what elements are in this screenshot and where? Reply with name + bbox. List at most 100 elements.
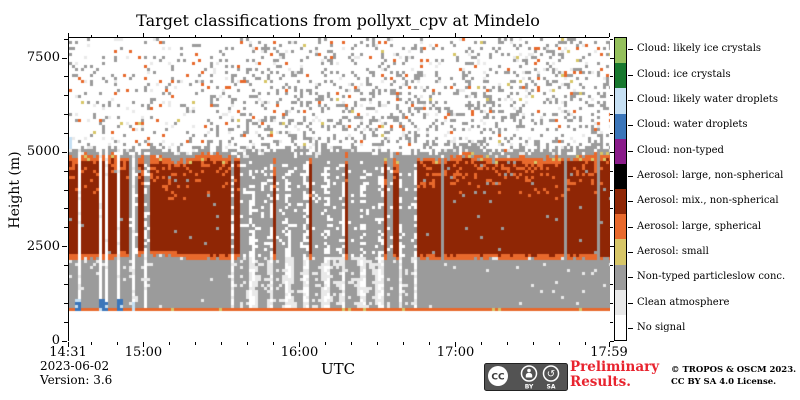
legend-tick	[628, 327, 633, 329]
tick-mark	[220, 34, 222, 37]
tick-mark	[608, 342, 610, 347]
tick-mark	[64, 189, 68, 191]
tick-mark	[610, 302, 613, 304]
tick-mark	[533, 342, 535, 345]
tick-mark	[64, 321, 68, 323]
legend-label: Aerosol: large, spherical	[637, 220, 762, 232]
tick-mark	[64, 283, 68, 285]
tick-mark	[351, 34, 352, 37]
version-text: Version: 3.6	[40, 373, 113, 387]
tick-mark	[272, 342, 274, 345]
colorbar-segment	[615, 289, 626, 315]
x-tick-label: 14:31	[49, 345, 87, 360]
cc-by-icon	[520, 365, 538, 382]
x-tick-label: 16:00	[280, 345, 319, 360]
tick-mark	[585, 342, 587, 345]
colorbar-segment	[615, 264, 626, 290]
colorbar-segment	[615, 314, 626, 341]
tick-mark	[610, 189, 613, 191]
tick-mark	[90, 342, 92, 345]
tick-mark	[64, 302, 68, 304]
tick-mark	[610, 133, 613, 135]
tick-mark	[62, 57, 67, 59]
colorbar-segment	[615, 163, 626, 190]
tick-mark	[298, 342, 300, 347]
tick-mark	[116, 34, 118, 37]
tick-mark	[64, 114, 68, 116]
tick-mark	[246, 34, 248, 37]
tick-mark	[610, 38, 613, 40]
tick-mark	[67, 33, 69, 37]
tick-mark	[64, 76, 68, 78]
colorbar-segment	[615, 63, 626, 89]
tick-mark	[168, 34, 170, 37]
legend-tick	[628, 150, 633, 152]
tick-mark	[90, 34, 92, 37]
tick-mark	[351, 342, 352, 345]
y-axis-label: Height (m)	[7, 151, 23, 229]
legend-label: Cloud: likely water droplets	[637, 93, 778, 105]
tick-mark	[324, 342, 326, 345]
legend-tick	[628, 49, 633, 51]
tick-mark	[142, 33, 144, 37]
copyright-text: © TROPOS & OSCM 2023. CC BY SA 4.0 Licen…	[671, 365, 796, 388]
x-tick-label: 15:00	[124, 345, 163, 360]
legend-tick	[628, 277, 633, 279]
tick-mark	[610, 95, 613, 97]
measurement-date: 2023-06-02	[40, 359, 110, 373]
tick-mark	[507, 34, 509, 37]
tick-mark	[610, 170, 613, 172]
tick-mark	[610, 283, 613, 285]
y-tick-label: 0	[51, 333, 60, 348]
tick-mark	[62, 151, 67, 153]
tick-mark	[142, 342, 144, 347]
colorbar-segment	[615, 214, 626, 240]
tick-mark	[116, 342, 118, 345]
colorbar-segment	[615, 88, 626, 114]
tick-mark	[64, 227, 68, 229]
x-tick-label: 17:59	[590, 345, 628, 360]
cc-icon	[488, 366, 508, 386]
copyright-line2: CC BY SA 4.0 License.	[671, 376, 777, 387]
tick-mark	[403, 342, 405, 345]
tick-mark	[610, 114, 613, 116]
legend-label: Cloud: ice crystals	[637, 68, 731, 80]
tick-mark	[377, 34, 378, 37]
colorbar-segment	[615, 189, 626, 215]
legend-tick	[628, 175, 633, 177]
legend-colorbar	[614, 37, 627, 341]
tick-mark	[168, 342, 170, 345]
y-tick-label: 2500	[26, 238, 60, 254]
tick-mark	[610, 227, 613, 229]
tick-mark	[246, 342, 248, 345]
x-tick-label: 17:00	[436, 345, 475, 360]
tick-mark	[64, 38, 68, 40]
tick-mark	[62, 246, 67, 248]
colorbar-segment	[615, 38, 626, 64]
tick-mark	[507, 342, 509, 345]
tick-mark	[298, 33, 300, 37]
tick-mark	[585, 34, 587, 37]
legend-tick	[628, 251, 633, 253]
tick-mark	[610, 151, 614, 153]
tick-mark	[64, 95, 68, 97]
cc-by-label: BY	[525, 384, 534, 391]
tick-mark	[610, 265, 613, 267]
colorbar-segment	[615, 138, 626, 164]
plot-area	[68, 37, 610, 342]
tick-mark	[64, 170, 68, 172]
tick-mark	[194, 34, 196, 37]
cc-sa-arrow-icon: ↺	[547, 369, 555, 380]
tick-mark	[610, 321, 613, 323]
tick-mark	[62, 340, 67, 342]
tick-mark	[610, 208, 613, 210]
legend-label: Cloud: non-typed	[637, 144, 724, 156]
chart-title: Target classifications from pollyxt_cpv …	[136, 11, 540, 30]
cc-by-person-head-icon	[527, 368, 531, 373]
tick-mark	[429, 342, 431, 345]
cc-sa-label: SA	[547, 384, 556, 391]
tick-mark	[559, 342, 561, 345]
tick-mark	[481, 34, 483, 37]
legend-label: Aerosol: small	[637, 245, 709, 257]
